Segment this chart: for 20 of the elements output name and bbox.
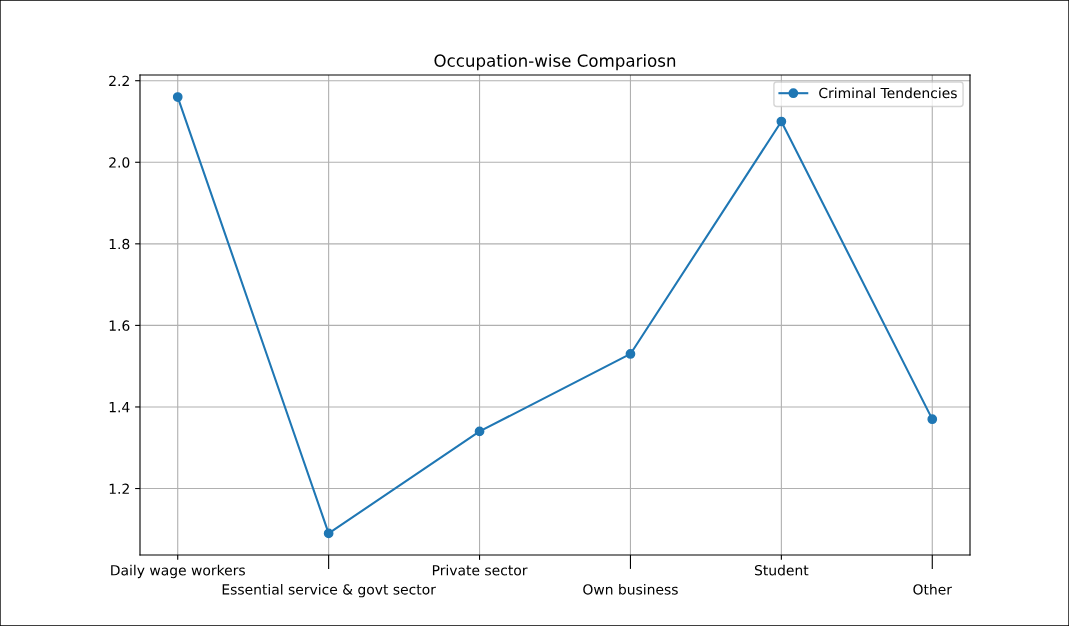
- point: [776, 116, 787, 127]
- x-tick-label: Student: [754, 564, 809, 576]
- point: [474, 426, 485, 437]
- legend-label: Criminal Tendencies: [819, 87, 957, 99]
- point: [625, 349, 636, 359]
- y-tick-label: 1.6: [109, 320, 130, 331]
- y-tick-label: 1.4: [109, 402, 130, 413]
- point: [172, 92, 183, 102]
- y-tick-label: 1.2: [109, 483, 129, 494]
- x-tick-label: Private sector: [432, 564, 528, 576]
- chart-title: Occupation-wise Compariosn: [434, 54, 676, 71]
- x-tick-label: Daily wage workers: [111, 564, 245, 579]
- x-tick-label: Own business: [583, 583, 678, 595]
- y-tick-label: 2.2: [109, 75, 129, 86]
- y-tick-label: 2.0: [109, 157, 130, 168]
- x-tick-label: Essential service & govt sector: [222, 583, 436, 598]
- x-tick-label: Other: [913, 583, 952, 595]
- point: [323, 528, 334, 539]
- y-tick-label: 1.8: [109, 238, 130, 250]
- point: [927, 414, 938, 425]
